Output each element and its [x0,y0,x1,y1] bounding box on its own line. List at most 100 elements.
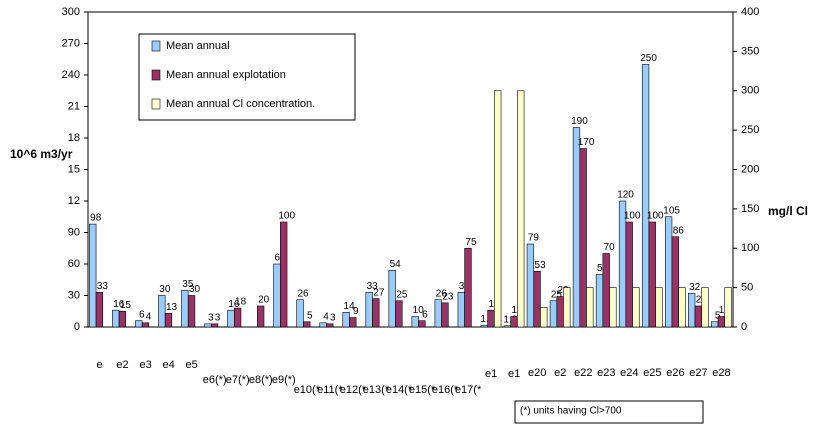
y-tick-label: 240 [62,69,80,81]
bar [678,287,686,328]
legend-label: Mean annual Cl concentration. [166,98,315,110]
bar [227,309,235,328]
bar [95,292,104,328]
data-label: 13 [166,302,178,313]
y2-tick-label: 400 [741,6,759,18]
x-tick-label: e4 [163,359,175,371]
bar [655,287,663,328]
bar [118,310,127,328]
data-label: 18 [235,297,247,308]
bar [204,323,212,328]
data-label: 170 [578,137,595,148]
y-axis-title: 10^6 m3/yr [10,147,73,161]
bar [517,90,525,328]
bar [694,305,702,328]
y-tick-label: 270 [62,37,80,49]
data-label: 30 [189,284,201,295]
legend-label: Mean annual explotation [166,69,286,81]
data-label: 120 [617,190,634,201]
y-tick-label: 21 [68,100,80,112]
data-label: 35 [182,279,194,290]
x-tick-label: e12(* [340,384,367,396]
data-label: 9 [353,306,359,317]
bar [556,296,564,328]
data-label: 3 [330,312,336,323]
data-label: 20 [258,295,270,306]
bar [632,287,640,328]
data-label: 100 [624,211,641,222]
bar [625,221,633,328]
x-tick-label: e16(* [432,384,459,396]
data-label: 79 [528,233,540,244]
x-tick-label: e14(* [386,384,413,396]
y-tick-label: 300 [62,6,80,18]
bar [724,287,732,328]
x-tick-label: e15(* [409,384,436,396]
bar [411,316,419,328]
data-label: 26 [436,288,448,299]
legend-label: Mean annual [166,40,230,52]
y2-tick-label: 50 [741,282,753,294]
bar [563,287,571,328]
bar [526,243,535,328]
legend-box [138,33,356,121]
bar [457,292,465,328]
x-tick-label: e7(*) [226,374,250,386]
data-label: 10 [413,305,425,316]
legend-swatch [151,69,161,81]
bar [494,90,502,328]
bar [510,316,518,328]
data-label: 27 [373,287,385,298]
bar [609,287,617,328]
data-label: 100 [647,211,664,222]
data-label: 16 [228,299,240,310]
data-label: 33 [367,281,379,292]
x-tick-label: e1 [508,368,520,380]
x-tick-label: e5 [186,359,198,371]
y2-tick-label: 300 [741,85,759,97]
y2-tick-label: 250 [741,124,759,136]
data-label: 15 [120,300,132,311]
x-tick-label: e10(* [294,384,321,396]
bar [296,299,304,328]
bar [717,316,726,328]
data-label: 23 [442,291,454,302]
bar [480,324,488,328]
x-tick-label: e6(*) [203,374,227,386]
y2-tick-label: 200 [741,163,759,175]
bar [671,236,679,328]
bar [365,292,373,328]
data-label: 26 [297,288,309,299]
data-label: 30 [159,284,171,295]
bar [648,221,656,328]
data-label: 4 [323,311,329,322]
x-tick-label: e26 [666,367,684,379]
bar [688,293,696,328]
bar [181,289,189,328]
x-tick-label: e1 [485,368,497,380]
x-tick-label: e2 [554,367,566,379]
x-tick-label: e13(* [363,384,390,396]
data-label: 25 [396,289,408,300]
bar [303,321,311,328]
x-tick-label: e8(*) [249,374,273,386]
x-tick-label: e11(* [317,384,343,396]
x-tick-label: e [96,359,102,371]
data-label: 70 [604,242,616,253]
bar [326,323,334,328]
data-label: 98 [90,213,102,224]
bar [112,309,120,328]
bar [280,221,288,328]
bar [158,295,166,328]
data-label: 86 [673,225,685,236]
bar [418,320,426,328]
x-tick-label: e3 [139,359,151,371]
x-tick-label: e22 [574,367,592,379]
bar [342,311,350,328]
data-label: 32 [689,282,701,293]
bar [441,302,449,328]
legend-swatch [151,98,161,110]
y-tick-label: 12 [68,195,80,207]
bar [257,305,265,328]
bar [701,287,709,328]
